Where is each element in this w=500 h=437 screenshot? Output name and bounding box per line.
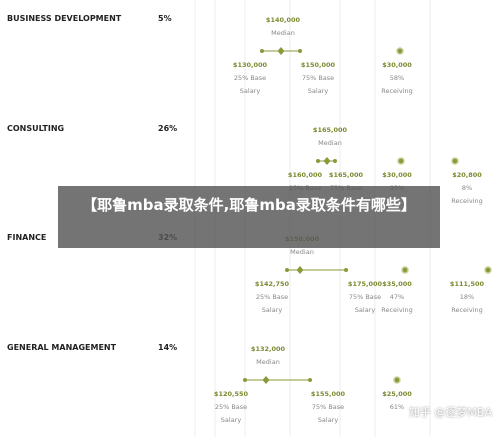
low-dot	[316, 159, 320, 163]
caption: 8%	[462, 184, 472, 192]
caption: Median	[256, 358, 280, 366]
caption: Receiving	[451, 306, 483, 314]
row-share: 26%	[158, 124, 177, 133]
high-dot	[308, 378, 312, 382]
value-label: $25,000	[382, 390, 412, 398]
value-label: $160,000	[288, 171, 323, 179]
watermark: 知乎 @逐梦MBA	[408, 406, 492, 419]
caption: 75% Base	[302, 74, 334, 82]
caption: Receiving	[451, 197, 483, 205]
value-label: $30,000	[382, 61, 412, 69]
value-label: $155,000	[311, 390, 346, 398]
bonus-dot	[451, 157, 459, 165]
caption: 25% Base	[215, 403, 247, 411]
value-label: $165,000	[329, 171, 364, 179]
low-dot	[243, 378, 247, 382]
median-diamond	[296, 266, 304, 274]
value-label: $140,000	[266, 16, 301, 24]
caption: 58%	[390, 74, 404, 82]
row-name: CONSULTING	[7, 124, 64, 133]
bonus-dot	[396, 47, 404, 55]
value-label: $150,000	[301, 61, 336, 69]
caption: Salary	[308, 87, 329, 95]
caption: Salary	[240, 87, 261, 95]
caption: 75% Base	[349, 293, 381, 301]
high-dot	[344, 268, 348, 272]
value-label: $20,800	[452, 171, 482, 179]
row-share: 14%	[158, 343, 177, 352]
bonus-dot	[401, 266, 409, 274]
caption: 47%	[390, 293, 404, 301]
value-label: $130,000	[233, 61, 268, 69]
value-label: $165,000	[313, 126, 348, 134]
low-dot	[285, 268, 289, 272]
value-label: $111,500	[450, 280, 485, 288]
median-diamond	[277, 47, 285, 55]
caption: Salary	[355, 306, 376, 314]
caption: Receiving	[381, 306, 413, 314]
value-label: $142,750	[255, 280, 290, 288]
bonus-dot	[397, 157, 405, 165]
median-diamond	[323, 157, 331, 165]
row-name: FINANCE	[7, 233, 46, 242]
caption: 25% Base	[234, 74, 266, 82]
caption: 18%	[460, 293, 474, 301]
caption: 75% Base	[312, 403, 344, 411]
caption: 61%	[390, 403, 404, 411]
low-dot	[260, 49, 264, 53]
value-label: $30,000	[382, 171, 412, 179]
caption: Median	[318, 139, 342, 147]
caption: Median	[271, 29, 295, 37]
median-diamond	[262, 376, 270, 384]
caption: Salary	[318, 416, 339, 424]
bonus-dot	[484, 266, 492, 274]
row-name: BUSINESS DEVELOPMENT	[7, 14, 122, 23]
value-label: $120,550	[214, 390, 249, 398]
value-label: $35,000	[382, 280, 412, 288]
caption: Median	[290, 248, 314, 256]
bonus-dot	[393, 376, 401, 384]
caption: Salary	[262, 306, 283, 314]
row-share: 5%	[158, 14, 172, 23]
high-dot	[333, 159, 337, 163]
value-label: $175,000	[348, 280, 383, 288]
value-label: $132,000	[251, 345, 286, 353]
row-name: GENERAL MANAGEMENT	[7, 343, 117, 352]
high-dot	[298, 49, 302, 53]
caption: Receiving	[381, 87, 413, 95]
caption: 25% Base	[256, 293, 288, 301]
caption: Salary	[221, 416, 242, 424]
banner: 【耶鲁mba录取条件,耶鲁mba录取条件有哪些】	[58, 186, 440, 248]
